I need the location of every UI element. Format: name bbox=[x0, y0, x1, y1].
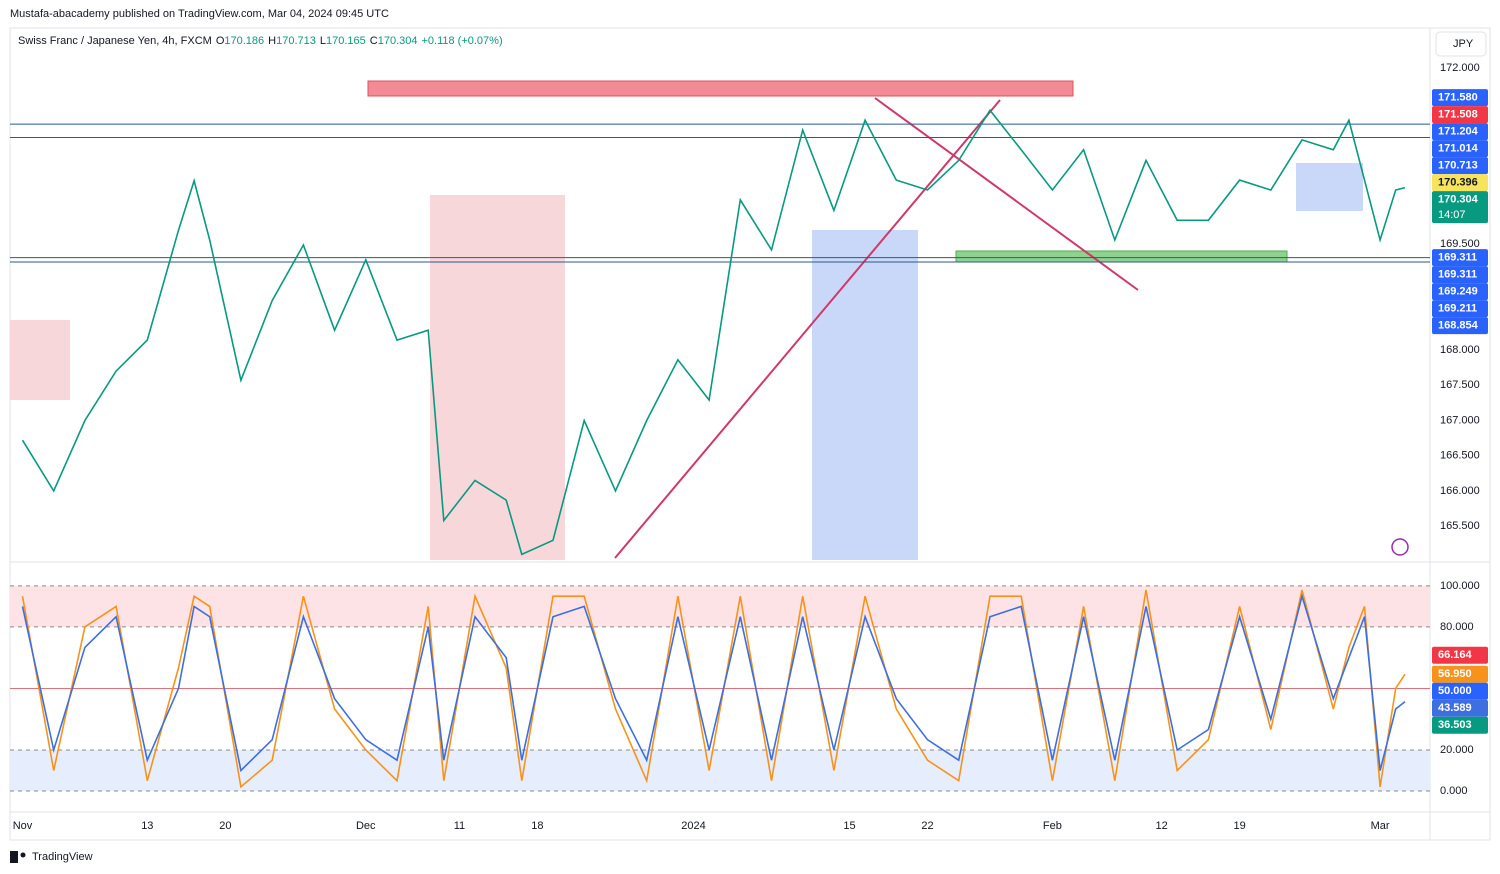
price-label: 169.311 bbox=[1438, 251, 1477, 263]
trend-line bbox=[614, 99, 1001, 559]
price-label: 169.249 bbox=[1438, 285, 1478, 297]
price-label: 66.164 bbox=[1438, 649, 1473, 661]
price-label: 171.580 bbox=[1438, 92, 1478, 104]
ohlc-value: 170.186 bbox=[224, 35, 264, 47]
level-band bbox=[10, 585, 1430, 627]
ohlc-value: 170.304 bbox=[378, 35, 418, 47]
series-line bbox=[21, 593, 1406, 773]
price-label: 169.211 bbox=[1438, 302, 1477, 314]
y-tick-label: 166.500 bbox=[1440, 450, 1480, 462]
price-label-box bbox=[1432, 89, 1488, 107]
x-tick-label: 15 bbox=[843, 820, 855, 832]
price-label: 171.508 bbox=[1438, 109, 1478, 121]
price-label: 170.713 bbox=[1438, 160, 1478, 172]
price-label: 171.204 bbox=[1438, 126, 1479, 138]
shade bbox=[812, 230, 918, 560]
price-label-box bbox=[1432, 665, 1488, 683]
change: +0.118 (+0.07%) bbox=[421, 35, 502, 47]
y-tick-label: 166.000 bbox=[1440, 485, 1480, 497]
shade bbox=[10, 320, 70, 400]
price-label-box bbox=[1432, 106, 1488, 124]
symbol-legend: Swiss Franc / Japanese Yen, 4h, FXCM O170… bbox=[18, 35, 503, 47]
ohlc-label: L bbox=[320, 35, 326, 47]
x-tick-label: 11 bbox=[454, 820, 465, 832]
price-label: 56.950 bbox=[1438, 668, 1472, 680]
price-label-box bbox=[1432, 123, 1488, 141]
price-label-box bbox=[1432, 266, 1488, 284]
y-tick-label: 172.000 bbox=[1440, 62, 1480, 74]
symbol-title: Swiss Franc / Japanese Yen, 4h, FXCM bbox=[18, 35, 212, 47]
x-tick-label: 19 bbox=[1234, 820, 1246, 832]
price-label: 43.589 bbox=[1438, 702, 1472, 714]
frame bbox=[9, 27, 1491, 841]
price-label-box bbox=[1432, 699, 1488, 717]
series-line bbox=[21, 108, 1406, 556]
price-label: 36.503 bbox=[1438, 719, 1472, 731]
x-tick-label: 20 bbox=[219, 820, 231, 832]
price-label: 170.396 bbox=[1438, 177, 1478, 189]
support-zone bbox=[955, 250, 1288, 263]
ohlc-label: C bbox=[370, 35, 378, 47]
logo bbox=[20, 852, 26, 858]
ohlc-value: 170.165 bbox=[326, 35, 366, 47]
y-tick-label: 168.000 bbox=[1440, 344, 1480, 356]
y-tick-label: 165.500 bbox=[1440, 520, 1480, 532]
level-band bbox=[10, 749, 1430, 791]
price-label-box bbox=[1432, 140, 1488, 158]
logo bbox=[10, 851, 18, 863]
price-label-box bbox=[1432, 157, 1488, 175]
currency-button[interactable] bbox=[1435, 31, 1487, 57]
price-label-box bbox=[1432, 317, 1488, 335]
price-label-box bbox=[1432, 191, 1488, 224]
y-tick-label: 100.000 bbox=[1440, 580, 1480, 592]
price-label: 170.304 bbox=[1438, 194, 1479, 206]
resistance-zone bbox=[367, 80, 1074, 97]
shade bbox=[1296, 163, 1363, 211]
y-tick-label: 169.500 bbox=[1440, 238, 1480, 250]
x-tick-label: 13 bbox=[141, 820, 153, 832]
y-tick-label: 80.000 bbox=[1440, 621, 1474, 633]
price-label-box bbox=[1432, 283, 1488, 301]
ohlc-value: 170.713 bbox=[276, 35, 316, 47]
x-tick-label: 12 bbox=[1155, 820, 1167, 832]
publisher: Mustafa-abacademy published on TradingVi… bbox=[10, 8, 389, 20]
y-tick-label: 167.500 bbox=[1440, 379, 1480, 391]
y-tick-label: 167.000 bbox=[1440, 414, 1480, 426]
price-label: 168.854 bbox=[1438, 319, 1479, 331]
price-label-box bbox=[1432, 174, 1488, 192]
legend: Swiss Franc / Japanese Yen, 4h, FXCM O170… bbox=[18, 35, 503, 47]
shade bbox=[430, 195, 565, 560]
price-label: 171.014 bbox=[1438, 143, 1479, 155]
price-label-box bbox=[1432, 300, 1488, 318]
x-tick-label: Dec bbox=[356, 820, 376, 832]
x-tick-label: 22 bbox=[921, 820, 933, 832]
x-tick-label: 2024 bbox=[681, 820, 705, 832]
price-label-box bbox=[1432, 249, 1488, 267]
alert-icon[interactable] bbox=[1391, 538, 1409, 556]
ohlc-label: O bbox=[216, 35, 225, 47]
x-tick-label: Mar bbox=[1371, 820, 1390, 832]
ohlc-label: H bbox=[268, 35, 276, 47]
brand: TradingView bbox=[32, 851, 93, 863]
price-label-box bbox=[1432, 682, 1488, 700]
price-label-box bbox=[1432, 716, 1488, 734]
x-tick-label: Feb bbox=[1043, 820, 1062, 832]
price-label: 50.000 bbox=[1438, 685, 1472, 697]
x-tick-label: 18 bbox=[531, 820, 543, 832]
countdown: 14:07 bbox=[1438, 209, 1466, 221]
y-tick-label: 20.000 bbox=[1440, 744, 1474, 756]
price-label: 169.311 bbox=[1438, 268, 1477, 280]
price-label-box bbox=[1432, 646, 1488, 664]
y-tick-label: 0.000 bbox=[1440, 785, 1468, 797]
currency[interactable]: JPY bbox=[1453, 38, 1474, 50]
x-tick-label: Nov bbox=[13, 820, 33, 832]
